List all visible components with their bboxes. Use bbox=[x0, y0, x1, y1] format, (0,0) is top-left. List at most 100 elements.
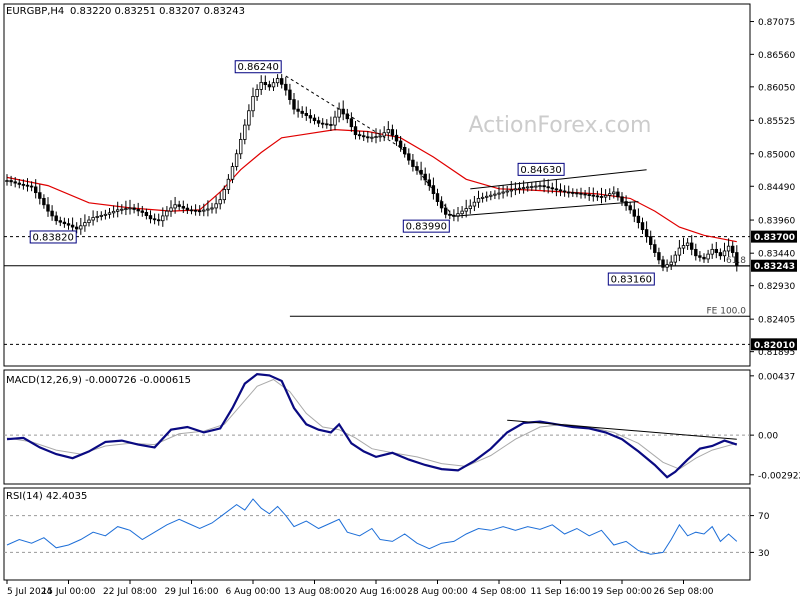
candle-body bbox=[316, 120, 321, 124]
candle-body bbox=[5, 180, 9, 182]
candle-body bbox=[136, 209, 140, 212]
candle-body bbox=[558, 189, 563, 192]
candle-body bbox=[132, 207, 136, 210]
candle-body bbox=[579, 192, 583, 195]
candle-body bbox=[554, 188, 559, 191]
price-y-tick-label: 0.85525 bbox=[758, 117, 795, 127]
candle-body bbox=[694, 248, 698, 257]
candle-body bbox=[394, 134, 399, 142]
candle-body bbox=[329, 124, 333, 126]
candle-body bbox=[669, 261, 673, 266]
candle-body bbox=[165, 210, 169, 217]
candle-body bbox=[583, 193, 587, 196]
symbol-label: EURGBP,H4 bbox=[6, 6, 64, 17]
price-y-tick-label: 0.85000 bbox=[758, 150, 795, 160]
candle-body bbox=[275, 78, 280, 84]
annotation-layer: 61.8 FE 100.0 0.83820 0.86240 0.83990 0.84630… bbox=[29, 60, 746, 440]
x-tick-label: 26 Sep 08:00 bbox=[653, 587, 713, 597]
candle-body bbox=[587, 194, 591, 196]
price-y-tick-label: 0.82405 bbox=[758, 316, 795, 326]
candle-body bbox=[407, 153, 411, 161]
candle-body bbox=[649, 236, 653, 245]
macd-y-tick-label: 0.00437 bbox=[758, 372, 795, 382]
candle-body bbox=[476, 197, 481, 203]
candle-body bbox=[144, 212, 149, 216]
price-level-tag-bg bbox=[751, 230, 797, 243]
candle-body bbox=[156, 219, 161, 222]
candle-body bbox=[427, 179, 431, 187]
candle-body bbox=[284, 83, 288, 91]
candle-body bbox=[234, 153, 239, 167]
candle-body bbox=[206, 208, 210, 211]
candle-body bbox=[29, 185, 34, 188]
candle-body bbox=[148, 215, 153, 220]
candle-body bbox=[546, 186, 550, 189]
candle-body bbox=[398, 140, 403, 148]
candle-body bbox=[390, 129, 395, 136]
rsi-y-tick-label: 30 bbox=[758, 549, 770, 559]
candle-body bbox=[238, 139, 243, 155]
candle-body bbox=[292, 99, 296, 110]
candle-body bbox=[628, 205, 632, 211]
candle-body bbox=[361, 135, 366, 138]
candle-body bbox=[644, 229, 649, 238]
candle-body bbox=[632, 209, 636, 217]
candle-body bbox=[402, 146, 407, 155]
candle-body bbox=[386, 129, 390, 134]
price-label: 0.83160 bbox=[607, 272, 655, 286]
price-level-tag: 0.82010 bbox=[751, 338, 797, 351]
candle-body bbox=[226, 178, 231, 190]
candle-body bbox=[526, 186, 530, 189]
candle-body bbox=[640, 222, 645, 231]
candle-body bbox=[562, 190, 567, 193]
x-tick-label: 15 Jul 00:00 bbox=[42, 587, 96, 597]
price-label-text: 0.83820 bbox=[33, 232, 74, 243]
candle-body bbox=[423, 173, 427, 181]
candle-body bbox=[620, 196, 624, 202]
candle-body bbox=[567, 191, 571, 194]
x-tick-label: 6 Aug 00:00 bbox=[226, 587, 281, 597]
rsi-line bbox=[6, 498, 738, 555]
candle-body bbox=[710, 248, 714, 255]
candle-body bbox=[54, 215, 58, 222]
candle-body bbox=[735, 252, 739, 267]
candle-body bbox=[685, 242, 690, 246]
candle-body bbox=[308, 115, 313, 119]
candle-body bbox=[677, 247, 682, 256]
candle-body bbox=[9, 180, 13, 183]
candle-body bbox=[726, 245, 731, 252]
price-y-tick-label: 0.86560 bbox=[758, 51, 795, 61]
macd-y-tick-label: 0.00 bbox=[758, 432, 778, 442]
x-tick-label: 20 Aug 16:00 bbox=[346, 587, 407, 597]
candle-body bbox=[714, 248, 718, 253]
x-tick-label: 13 Aug 08:00 bbox=[284, 587, 345, 597]
candle-body bbox=[472, 201, 477, 207]
price-label-text: 0.84630 bbox=[520, 165, 561, 176]
macd-panel-frame bbox=[3, 369, 751, 485]
candle-body bbox=[603, 195, 608, 198]
candle-body bbox=[66, 223, 71, 226]
candle-body bbox=[460, 210, 464, 215]
candle-body bbox=[288, 89, 292, 100]
watermark: ActionForex.com bbox=[469, 113, 652, 138]
candle-body bbox=[79, 225, 83, 230]
price-level-tag-text: 0.83700 bbox=[754, 233, 795, 243]
rsi-y-tick-label: 70 bbox=[758, 512, 770, 522]
price-label: 0.86240 bbox=[234, 60, 282, 74]
candle-body bbox=[497, 192, 501, 195]
rsi-panel-frame bbox=[3, 487, 751, 581]
candle-body bbox=[267, 84, 272, 88]
candle-body bbox=[493, 193, 497, 196]
candle-body bbox=[312, 117, 317, 122]
price-label: 0.84630 bbox=[517, 162, 565, 176]
macd-line bbox=[6, 372, 738, 479]
candle-body bbox=[624, 201, 628, 207]
x-tick-label: 4 Sep 08:00 bbox=[472, 587, 527, 597]
price-panel-frame bbox=[3, 3, 751, 367]
candle-body bbox=[152, 218, 157, 221]
candle-body bbox=[34, 186, 38, 194]
candle-body bbox=[296, 108, 300, 112]
candle-body bbox=[107, 212, 112, 215]
candle-body bbox=[161, 215, 165, 222]
candle-body bbox=[382, 132, 386, 137]
